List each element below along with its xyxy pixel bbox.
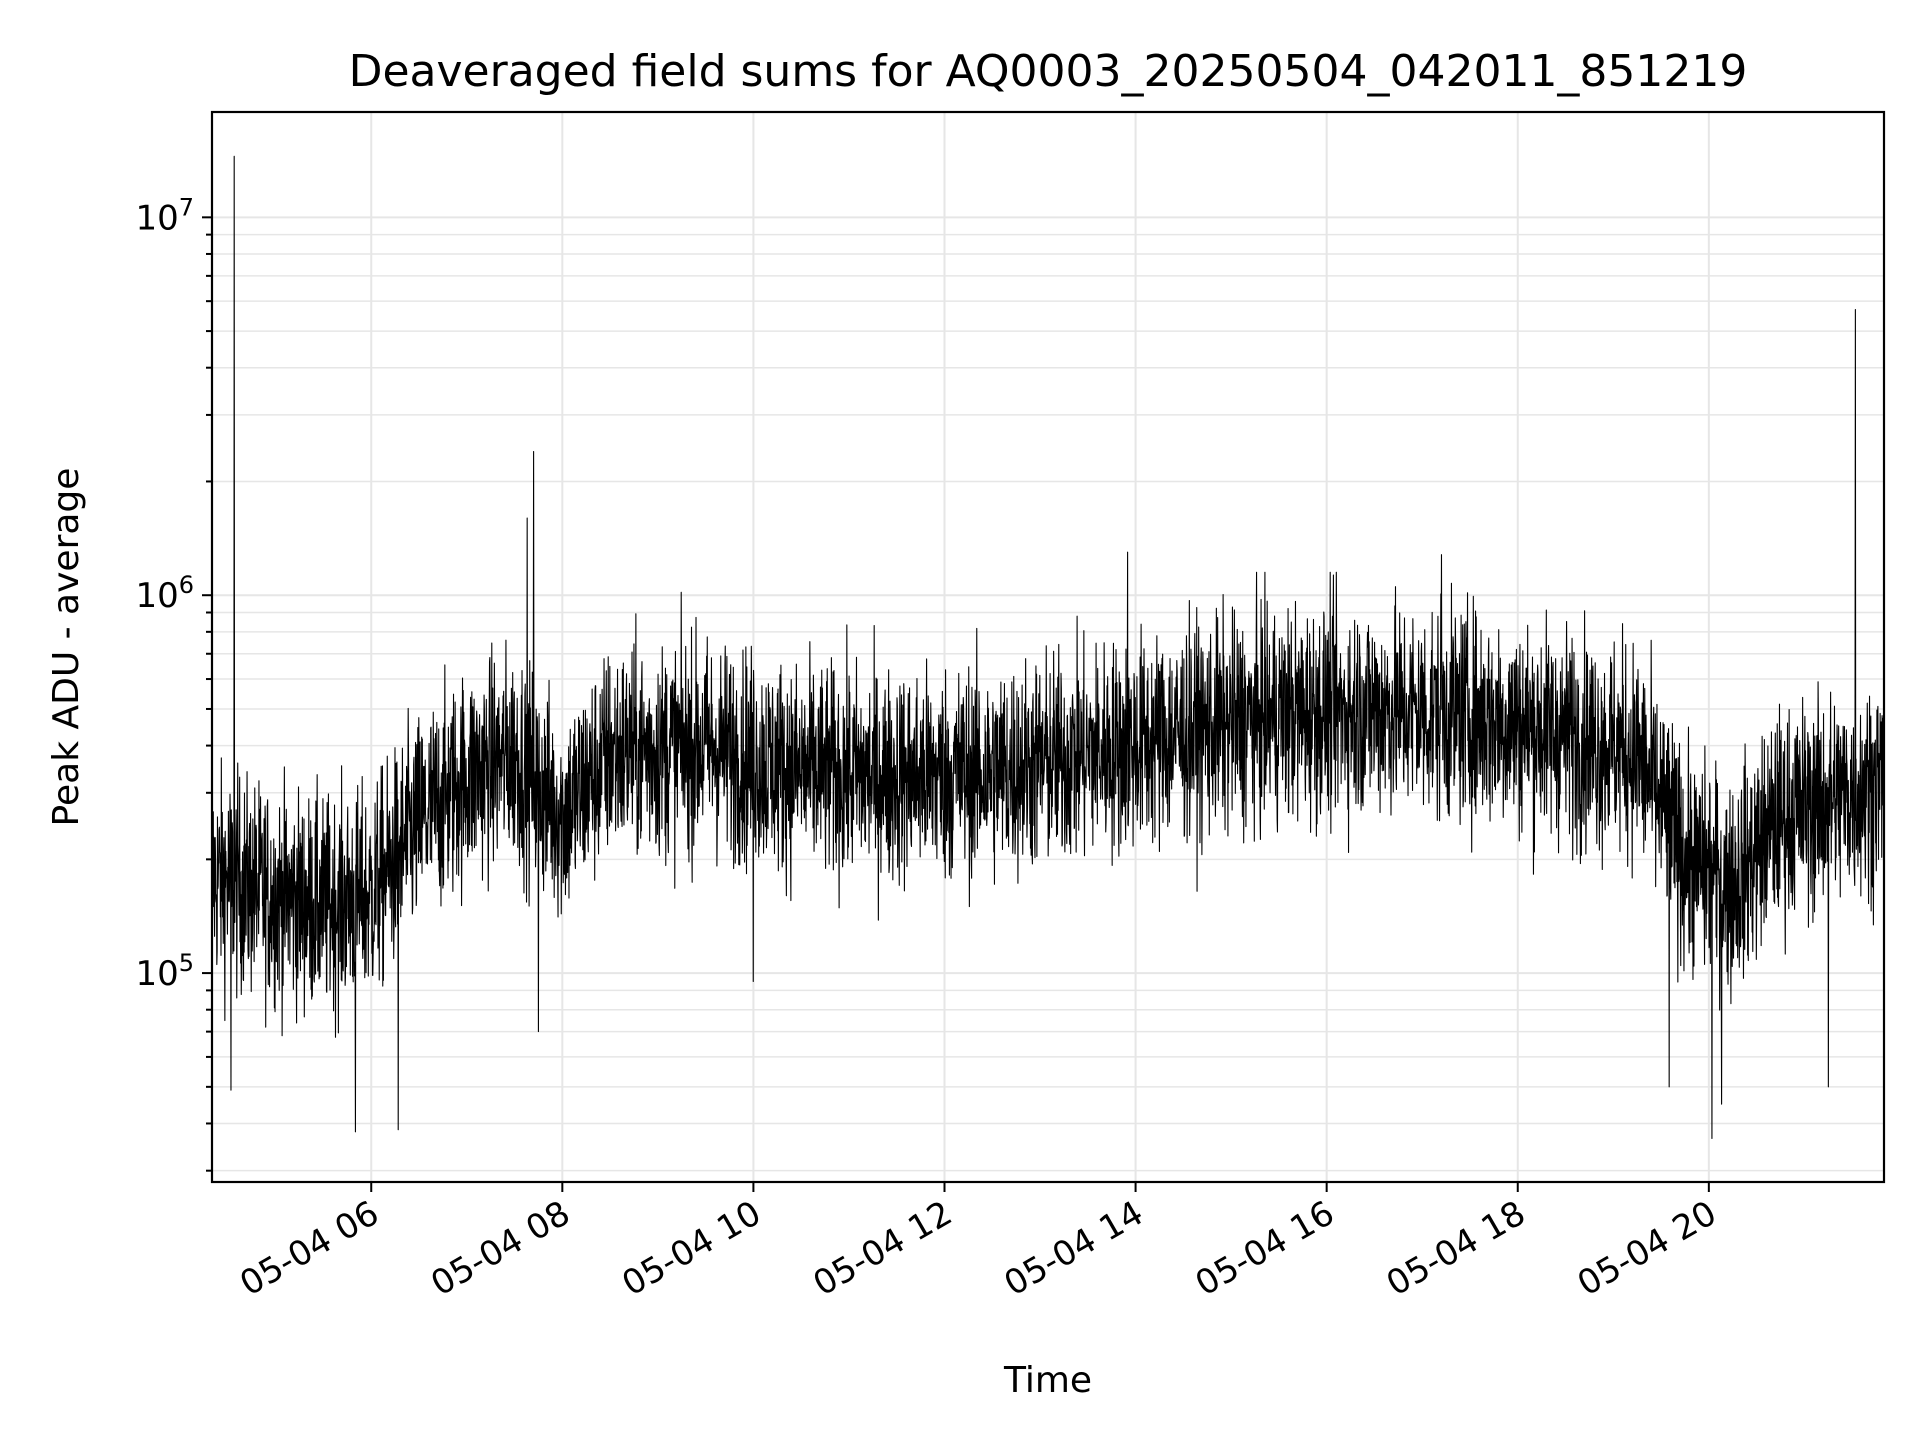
- y-tick-label: 105: [135, 949, 194, 994]
- x-axis-label: Time: [1003, 1360, 1092, 1401]
- grid: [212, 112, 1884, 1182]
- plot-frame: [210, 110, 1886, 1184]
- series-layer: [211, 155, 1885, 1140]
- y-tick-label: 106: [135, 571, 194, 616]
- chart-title: Deaveraged field sums for AQ0003_2025050…: [349, 46, 1748, 97]
- y-tick-label: 107: [135, 193, 194, 238]
- y-axis-label: Peak ADU - average: [46, 468, 87, 827]
- series-line: [211, 155, 1885, 1140]
